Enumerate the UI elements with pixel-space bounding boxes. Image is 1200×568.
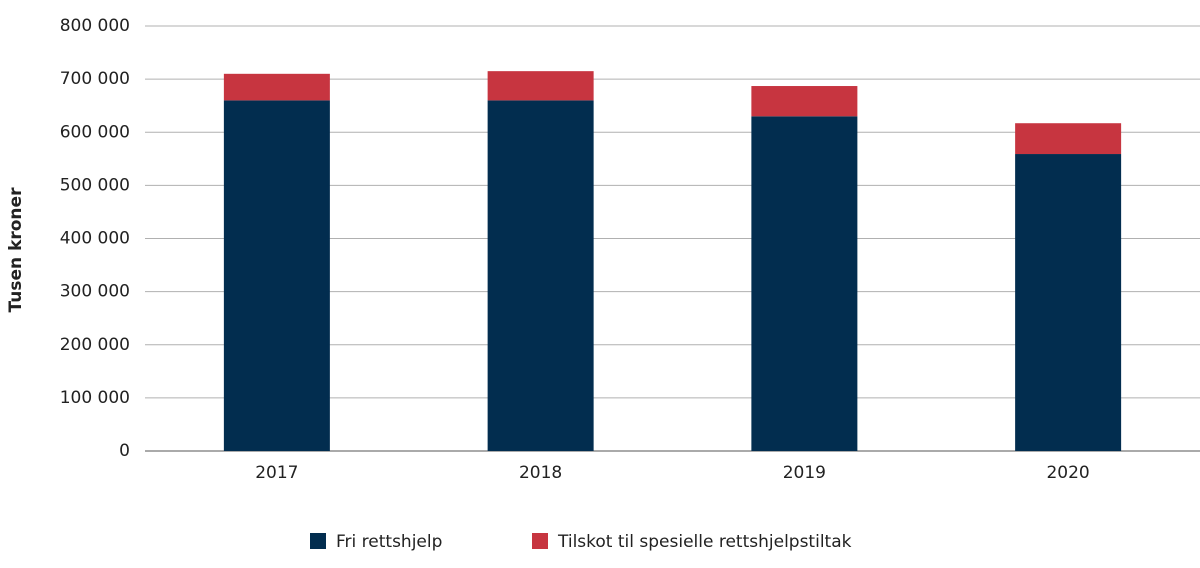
x-tick-label: 2020: [1046, 463, 1089, 483]
y-tick-label: 700 000: [60, 69, 130, 89]
bar-segment: [1015, 123, 1122, 155]
y-tick-label: 200 000: [60, 335, 130, 355]
legend-label: Fri rettshjelp: [336, 532, 442, 552]
y-tick-label: 500 000: [60, 175, 130, 195]
bar-segment: [1015, 154, 1122, 451]
bar-segment: [487, 71, 594, 101]
bar-segment: [751, 116, 858, 451]
y-tick-label: 300 000: [60, 282, 130, 302]
x-tick-label: 2019: [783, 463, 826, 483]
legend-label: Tilskot til spesielle rettshjelpstiltak: [557, 532, 852, 552]
legend-swatch: [310, 533, 326, 549]
bar-segment: [223, 100, 330, 451]
legend-swatch: [532, 533, 548, 549]
y-tick-label: 800 000: [60, 16, 130, 36]
y-axis-label: Tusen kroner: [6, 187, 26, 313]
bar-segment: [223, 73, 330, 101]
y-tick-label: 400 000: [60, 229, 130, 249]
x-tick-label: 2017: [255, 463, 298, 483]
y-tick-label: 0: [119, 441, 130, 461]
x-tick-label: 2018: [519, 463, 562, 483]
bar-segment: [487, 100, 594, 451]
y-tick-label: 600 000: [60, 122, 130, 142]
y-tick-label: 100 000: [60, 388, 130, 408]
bar-segment: [751, 86, 858, 117]
